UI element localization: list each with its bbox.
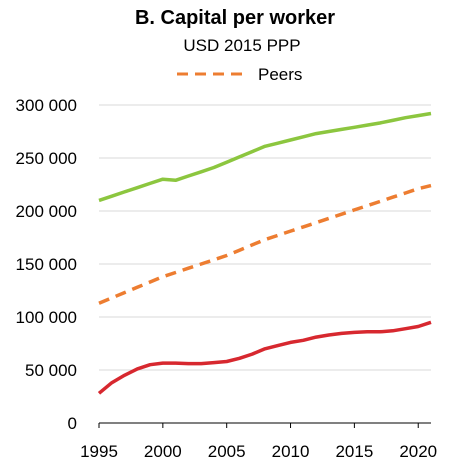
x-tick-label: 2020 — [399, 442, 437, 461]
y-axis: 0 50 000 100 000 150 000 200 000 250 000 300 0… — [16, 96, 77, 433]
legend: Peers — [177, 65, 302, 84]
x-tick-label: 2005 — [208, 442, 246, 461]
y-tick-label: 250 000 — [16, 149, 77, 168]
legend-label-peers: Peers — [258, 65, 302, 84]
gridlines — [99, 104, 431, 371]
chart-title: B. Capital per worker — [135, 7, 335, 29]
x-tick-label: 2015 — [335, 442, 373, 461]
series-line-series-1 — [98, 111, 432, 203]
series-layer — [97, 111, 432, 395]
x-tick-label: 2010 — [272, 442, 310, 461]
x-axis: 1995 2000 2005 2010 2015 2020 — [80, 422, 437, 461]
series-line-series-3 — [97, 320, 432, 395]
series-line-peers — [98, 183, 432, 305]
y-tick-label: 300 000 — [16, 96, 77, 115]
y-tick-label: 100 000 — [16, 308, 77, 327]
y-tick-label: 150 000 — [16, 255, 77, 274]
chart-subtitle: USD 2015 PPP — [183, 36, 300, 55]
y-tick-label: 50 000 — [25, 361, 77, 380]
y-tick-label: 0 — [68, 414, 77, 433]
x-tick-label: 1995 — [80, 442, 118, 461]
x-tick-label: 2000 — [144, 442, 182, 461]
y-tick-label: 200 000 — [16, 202, 77, 221]
